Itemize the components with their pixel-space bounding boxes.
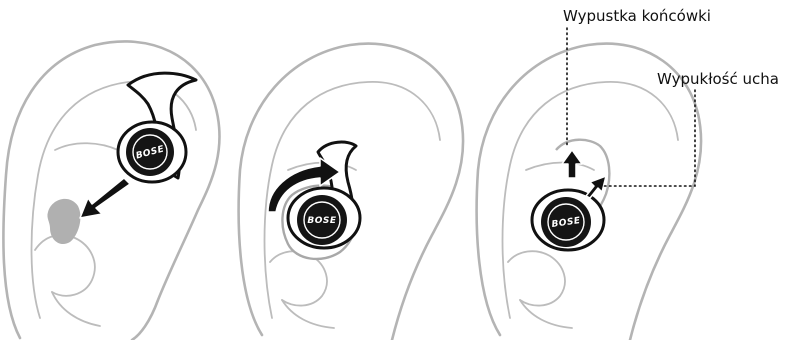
step-1-insert-panel: BOSE <box>2 40 221 340</box>
bose-logo-3: BOSE <box>551 216 582 230</box>
ear-outline-2 <box>237 42 465 340</box>
earbud-1: BOSE <box>116 71 198 184</box>
ridge-leader-line <box>603 89 696 187</box>
earbud-3: BOSE <box>530 138 611 252</box>
ear-outline-3 <box>475 42 703 340</box>
insert-arrow <box>79 177 131 219</box>
tip-up-arrow <box>561 149 583 179</box>
bose-logo-2: BOSE <box>307 216 336 226</box>
ridge-callout-label: Wypukłość ucha <box>657 70 779 88</box>
earbud-2: BOSE <box>281 140 362 261</box>
ear-canal-highlight <box>47 198 81 245</box>
step-2-rotate-panel: BOSE <box>237 42 465 340</box>
tip-callout-label: Wypustka końcówki <box>563 7 711 25</box>
rotate-arrow <box>267 157 341 213</box>
step-3-fit-panel: BOSE Wypustka końcówki Wypukłość ucha <box>475 7 779 340</box>
ridge-arrow <box>585 175 607 199</box>
